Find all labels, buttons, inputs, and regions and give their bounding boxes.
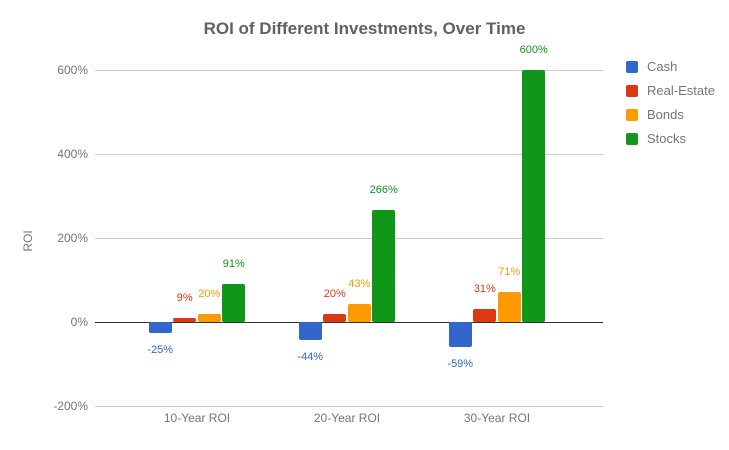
- gridline: [95, 238, 603, 239]
- x-category-label: 10-Year ROI: [163, 411, 231, 425]
- legend-swatch-icon: [626, 60, 638, 73]
- bar-value-label: -59%: [447, 357, 474, 370]
- bar-cash-10-year-roi[interactable]: [148, 322, 172, 333]
- legend-swatch-icon: [626, 132, 638, 145]
- legend-label: Bonds: [647, 107, 684, 122]
- legend-label: Stocks: [647, 131, 687, 146]
- legend-item-cash[interactable]: Cash: [626, 60, 715, 73]
- gridline: [95, 154, 603, 155]
- bar-value-label: 71%: [498, 266, 521, 279]
- bar-value-label: 266%: [369, 184, 398, 197]
- plot-area: 600% 400% 200% 0% -200% -25% 9% 20% 91% 10-Year R…: [53, 44, 603, 425]
- bar-value-label: 43%: [348, 277, 371, 290]
- bar-real-estate-20-year-roi[interactable]: [323, 313, 347, 322]
- bar-stocks-10-year-roi[interactable]: [222, 283, 246, 322]
- gridline: [95, 70, 603, 71]
- bar-value-label: 31%: [473, 282, 496, 295]
- bar-real-estate-10-year-roi[interactable]: [173, 318, 197, 322]
- y-tick-label: 0%: [70, 315, 88, 329]
- x-category-label: 20-Year ROI: [313, 411, 381, 425]
- bar-cash-30-year-roi[interactable]: [448, 322, 472, 347]
- bar-value-label: 20%: [323, 287, 346, 300]
- gridline: [95, 406, 603, 407]
- legend-swatch-icon: [626, 108, 638, 121]
- legend-item-real-estate[interactable]: Real-Estate: [626, 84, 715, 97]
- y-tick-label: -200%: [53, 399, 88, 413]
- bar-bonds-30-year-roi[interactable]: [497, 292, 521, 322]
- chart-title: ROI of Different Investments, Over Time: [203, 19, 526, 38]
- y-tick-label: 400%: [57, 147, 88, 161]
- bar-bonds-10-year-roi[interactable]: [197, 313, 221, 322]
- bar-stocks-30-year-roi[interactable]: [522, 70, 546, 322]
- bar-value-label: 20%: [198, 287, 221, 300]
- bar-bonds-20-year-roi[interactable]: [347, 303, 371, 322]
- zero-axis-line: [95, 321, 603, 323]
- legend-label: Real-Estate: [647, 83, 715, 98]
- bar-value-label: -25%: [147, 343, 174, 356]
- bar-value-label: 600%: [519, 44, 548, 56]
- y-tick-label: 600%: [57, 63, 88, 77]
- legend-swatch-icon: [626, 84, 638, 97]
- legend-item-stocks[interactable]: Stocks: [626, 132, 715, 145]
- bar-value-label: 9%: [176, 292, 193, 305]
- bar-cash-20-year-roi[interactable]: [298, 322, 322, 341]
- x-category-label: 30-Year ROI: [463, 411, 531, 425]
- bar-value-label: -44%: [297, 351, 324, 364]
- bar-real-estate-30-year-roi[interactable]: [473, 308, 497, 322]
- legend-item-bonds[interactable]: Bonds: [626, 108, 715, 121]
- bar-stocks-20-year-roi[interactable]: [372, 210, 396, 322]
- bar-value-label: 91%: [222, 257, 245, 270]
- legend-label: Cash: [647, 59, 678, 74]
- legend: Cash Real-Estate Bonds Stocks: [626, 60, 715, 156]
- y-tick-label: 200%: [57, 231, 88, 245]
